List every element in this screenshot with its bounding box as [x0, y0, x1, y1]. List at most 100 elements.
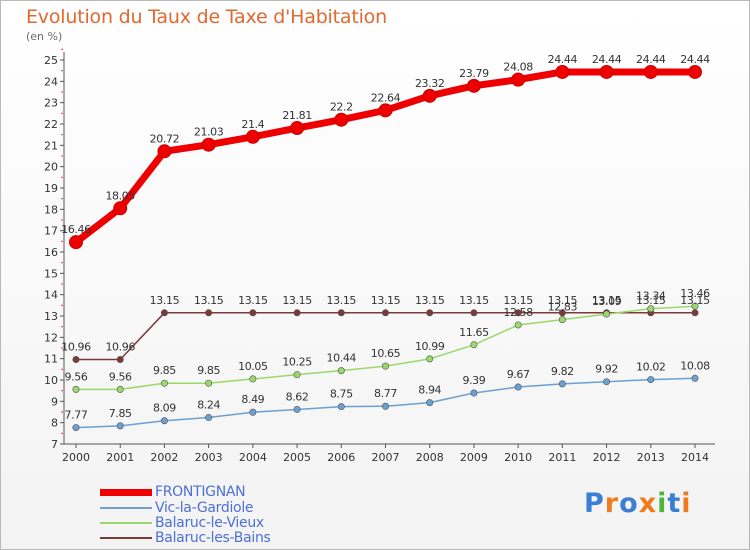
data-point-2 [691, 302, 699, 310]
data-label-1: 8.75 [330, 388, 353, 401]
data-label-1: 9.67 [507, 368, 530, 381]
data-label-2: 11.65 [459, 326, 489, 339]
data-point-0 [334, 112, 349, 127]
data-point-2 [426, 355, 434, 363]
data-label-0: 24.44 [592, 53, 622, 66]
y-tick-label: 25 [44, 54, 58, 67]
data-label-1: 9.39 [462, 374, 485, 387]
x-tick-label: 2006 [327, 451, 355, 464]
data-label-3: 13.15 [194, 294, 224, 307]
data-label-3: 13.15 [503, 294, 533, 307]
legend-item-balaruc-les-bains: Balaruc-les-Bains [100, 530, 271, 546]
data-point-2 [249, 375, 257, 383]
data-label-0: 24.44 [548, 53, 578, 66]
data-point-1 [603, 378, 611, 386]
data-point-1 [647, 376, 655, 384]
data-label-3: 10.96 [105, 341, 135, 354]
data-label-1: 8.24 [197, 399, 220, 412]
legend-item-balaruc-le-vieux: Balaruc-le-Vieux [100, 515, 264, 531]
data-label-0: 22.64 [371, 91, 401, 104]
data-label-2: 10.99 [415, 340, 445, 353]
data-point-0 [113, 201, 128, 216]
data-label-0: 21.4 [241, 118, 264, 131]
data-label-1: 7.85 [109, 407, 132, 420]
data-point-3 [691, 309, 699, 317]
data-label-1: 8.77 [374, 387, 397, 400]
data-label-3: 13.15 [371, 294, 401, 307]
data-point-2 [381, 362, 389, 370]
data-label-2: 9.85 [197, 364, 220, 377]
data-label-1: 9.82 [551, 365, 574, 378]
data-point-2 [205, 379, 213, 387]
data-point-1 [381, 402, 389, 410]
y-tick-label: 8 [51, 417, 58, 430]
y-tick-label: 24 [44, 75, 58, 88]
x-tick-label: 2007 [372, 451, 400, 464]
data-point-2 [603, 310, 611, 318]
data-point-1 [558, 380, 566, 388]
proxiti-logo: Proxiti [584, 488, 692, 519]
legend-swatch-balaruc-les-bains [100, 537, 152, 539]
y-tick-label: 20 [44, 161, 58, 174]
y-tick-label: 11 [44, 353, 58, 366]
y-tick-label: 10 [44, 374, 58, 387]
y-tick-label: 14 [44, 289, 58, 302]
data-point-1 [249, 408, 257, 416]
data-label-3: 13.15 [150, 294, 180, 307]
data-point-3 [293, 309, 301, 317]
data-label-3: 13.15 [327, 294, 357, 307]
y-tick-label: 13 [44, 310, 58, 323]
logo-letter: x [638, 488, 658, 519]
x-tick-label: 2000 [62, 451, 90, 464]
data-label-0: 20.72 [150, 132, 180, 145]
data-label-2: 9.56 [109, 370, 132, 383]
data-label-3: 13.15 [636, 294, 666, 307]
data-label-0: 24.44 [680, 53, 710, 66]
data-point-0 [511, 72, 526, 87]
data-label-2: 13.34 [636, 290, 666, 303]
x-tick-label: 2008 [416, 451, 444, 464]
data-point-2 [337, 367, 345, 375]
data-label-3: 13.15 [415, 294, 445, 307]
data-point-3 [72, 356, 80, 364]
data-label-0: 16.46 [61, 223, 91, 236]
x-tick-label: 2004 [239, 451, 267, 464]
data-point-1 [205, 414, 213, 422]
data-point-3 [160, 309, 168, 317]
data-point-0 [599, 64, 614, 79]
data-point-3 [205, 309, 213, 317]
data-point-1 [337, 403, 345, 411]
logo-letter: o [619, 488, 639, 519]
x-tick-label: 2002 [150, 451, 178, 464]
y-tick-label: 19 [44, 182, 58, 195]
data-label-0: 21.81 [282, 109, 312, 122]
data-label-3: 13.15 [680, 294, 710, 307]
data-point-0 [555, 64, 570, 79]
logo-letter: P [584, 488, 605, 519]
data-point-0 [688, 64, 702, 79]
data-point-3 [558, 309, 566, 317]
data-label-3: 10.96 [61, 341, 91, 354]
data-label-1: 8.94 [418, 384, 441, 397]
data-point-0 [466, 78, 481, 93]
logo-letter: i [657, 488, 668, 519]
legend-swatch-frontignan [100, 488, 152, 496]
data-point-3 [116, 356, 124, 364]
data-point-0 [422, 88, 437, 103]
y-tick-label: 16 [44, 246, 58, 259]
data-label-3: 13.15 [548, 294, 578, 307]
data-label-0: 22.2 [330, 101, 353, 114]
y-tick-label: 21 [44, 139, 58, 152]
x-tick-label: 2014 [681, 451, 709, 464]
data-point-2 [116, 385, 124, 393]
data-label-1: 9.92 [595, 363, 618, 376]
data-point-0 [201, 137, 216, 152]
logo-letter: t [667, 488, 682, 519]
data-point-1 [72, 424, 80, 432]
x-tick-label: 2009 [460, 451, 488, 464]
y-tick-label: 23 [44, 97, 58, 110]
data-label-2: 9.85 [153, 364, 176, 377]
data-label-2: 12.58 [503, 306, 533, 319]
